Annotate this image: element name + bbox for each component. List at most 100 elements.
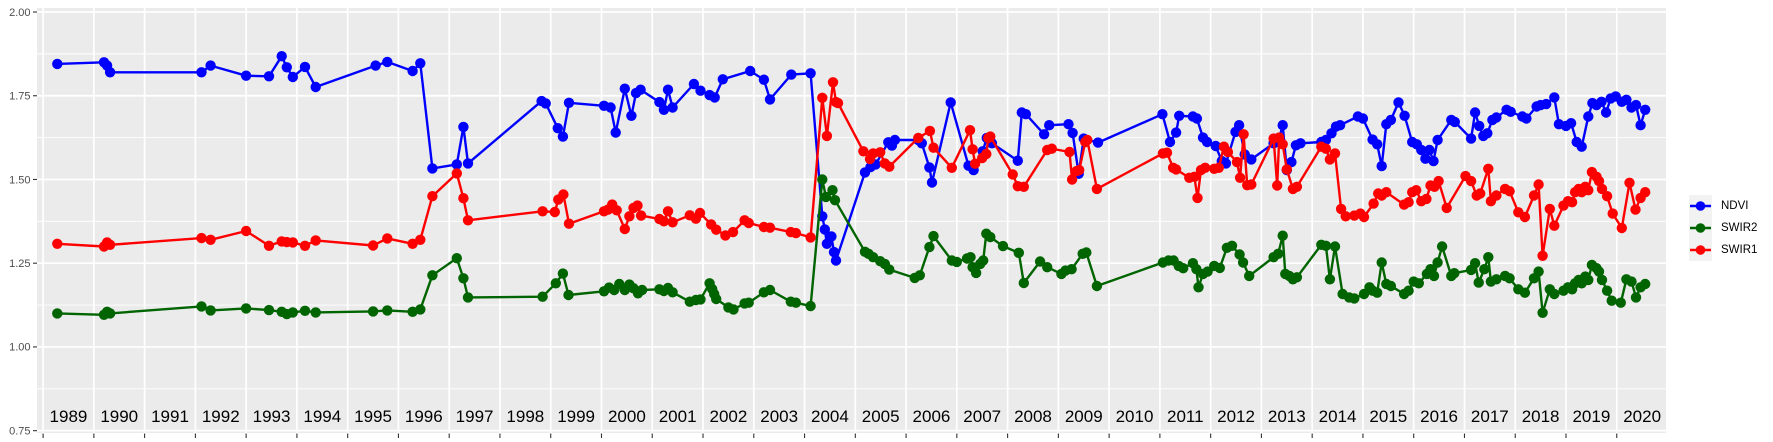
data-point <box>1349 293 1360 304</box>
data-point <box>1012 155 1023 166</box>
data-point <box>1521 113 1532 124</box>
data-point <box>830 255 842 266</box>
data-point <box>1192 192 1203 204</box>
data-point <box>240 70 252 81</box>
data-point <box>1329 241 1341 252</box>
x-tick-label: 2006 <box>913 407 951 426</box>
data-point <box>1630 99 1642 111</box>
data-point <box>1483 163 1494 174</box>
data-point <box>667 102 678 113</box>
data-point <box>805 232 816 243</box>
data-point <box>1226 240 1238 251</box>
data-point <box>563 289 574 301</box>
data-point <box>1491 112 1502 123</box>
data-point <box>1616 222 1628 234</box>
data-point <box>764 284 776 296</box>
data-point <box>1042 262 1053 273</box>
data-point <box>52 238 63 249</box>
series-ndvi <box>52 51 1651 266</box>
data-point <box>563 97 575 109</box>
data-point <box>451 253 462 264</box>
data-point <box>1193 282 1204 293</box>
data-point <box>709 92 720 103</box>
data-point <box>1624 177 1635 188</box>
data-point <box>427 270 438 281</box>
data-point <box>1234 249 1245 260</box>
data-point <box>1593 175 1605 187</box>
data-point <box>427 191 438 202</box>
data-point <box>1416 144 1427 156</box>
data-point <box>427 163 438 174</box>
data-point <box>196 301 207 312</box>
data-point <box>1436 241 1448 252</box>
data-point <box>743 297 754 308</box>
data-point <box>695 85 706 96</box>
data-point <box>758 74 770 85</box>
x-tick-label: 2015 <box>1369 407 1407 426</box>
data-point <box>205 234 216 245</box>
data-point <box>458 121 469 133</box>
data-point <box>605 102 616 113</box>
data-point <box>889 134 901 146</box>
data-point <box>1583 185 1594 196</box>
legend-item-swir1: SWIR1 <box>1689 239 1757 261</box>
data-point <box>196 232 207 244</box>
data-point <box>557 131 569 142</box>
data-point <box>462 158 474 169</box>
gridlines-major <box>37 8 1666 433</box>
x-tick-label: 1989 <box>50 407 88 426</box>
data-point <box>610 127 621 138</box>
data-point <box>1238 129 1249 140</box>
data-point <box>728 304 739 315</box>
data-point <box>1170 164 1182 175</box>
data-point <box>1191 113 1203 124</box>
x-tick-label: 2009 <box>1065 407 1103 426</box>
data-point <box>104 308 116 319</box>
data-point <box>1533 266 1544 277</box>
x-tick-label: 2003 <box>760 407 798 426</box>
data-point <box>1549 288 1560 300</box>
data-point <box>462 215 474 226</box>
data-point <box>632 200 643 211</box>
data-point <box>1246 179 1257 190</box>
data-point <box>1482 128 1493 139</box>
x-tick-label: 2016 <box>1420 407 1458 426</box>
data-point <box>821 130 833 142</box>
data-point <box>951 256 962 268</box>
data-point <box>263 71 275 82</box>
x-tick-label: 2001 <box>659 407 697 426</box>
data-point <box>1092 137 1104 148</box>
data-point <box>913 132 924 144</box>
data-point <box>415 58 426 69</box>
data-point <box>946 162 957 173</box>
data-point <box>1565 118 1577 129</box>
data-point <box>451 168 462 179</box>
data-point <box>557 268 569 279</box>
data-point <box>711 224 722 235</box>
data-point <box>764 94 776 105</box>
data-point <box>970 267 982 279</box>
data-point <box>310 81 321 93</box>
data-point <box>1231 156 1243 168</box>
x-tick-label: 2014 <box>1319 407 1357 426</box>
data-point <box>1465 133 1477 144</box>
data-point <box>667 287 678 298</box>
x-tick-label: 2011 <box>1167 407 1204 426</box>
data-point <box>1201 136 1213 148</box>
data-point <box>1357 113 1369 124</box>
x-tick-label: 2020 <box>1623 407 1661 426</box>
legend-label: SWIR1 <box>1721 244 1758 256</box>
data-point <box>658 216 670 227</box>
data-point <box>1372 287 1383 298</box>
data-point <box>985 231 996 243</box>
data-point <box>299 61 311 73</box>
data-point <box>662 84 674 95</box>
data-point <box>1519 287 1531 298</box>
data-point <box>1067 127 1078 139</box>
data-point <box>1320 240 1332 251</box>
data-point <box>619 83 630 94</box>
x-tick-label: 1993 <box>253 407 291 426</box>
data-point <box>458 273 469 284</box>
data-point <box>1596 96 1607 108</box>
data-point <box>1013 247 1024 258</box>
